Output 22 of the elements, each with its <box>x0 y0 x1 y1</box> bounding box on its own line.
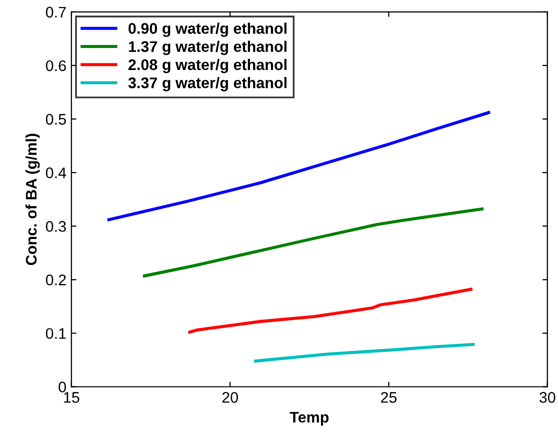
y-tick-label: 0.6 <box>46 60 66 72</box>
y-axis-title: Conc. of BA (g/ml) <box>25 134 40 266</box>
x-axis-title: Temp <box>290 412 329 426</box>
x-tick-label: 25 <box>381 392 397 403</box>
y-tick-label: 0.2 <box>46 274 66 286</box>
y-tick-label: 0 <box>58 382 66 392</box>
y-tick-label: 0.4 <box>46 167 66 178</box>
legend-label: 3.37 g water/g ethanol <box>128 77 286 92</box>
legend-label: 2.08 g water/g ethanol <box>128 58 286 74</box>
y-tick-label: 0.7 <box>46 6 66 18</box>
x-tick-label: 15 <box>64 392 80 403</box>
y-tick-label: 0.1 <box>46 328 66 339</box>
legend-label: 1.37 g water/g ethanol <box>128 40 286 56</box>
x-tick-label: 20 <box>222 392 238 403</box>
y-tick-label: 0.3 <box>46 220 66 232</box>
y-tick-label: 0.5 <box>46 114 66 125</box>
x-tick-label: 30 <box>539 392 556 403</box>
legend-label: 0.90 g water/g ethanol <box>128 22 286 37</box>
line-series <box>188 288 472 334</box>
line-series <box>142 207 484 278</box>
line-series <box>107 111 490 222</box>
line-series <box>254 342 475 363</box>
